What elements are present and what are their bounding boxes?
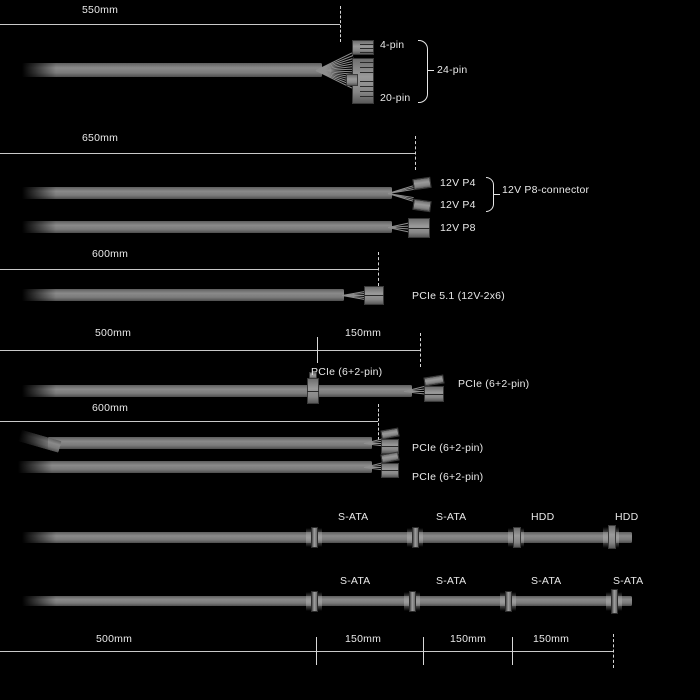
- connector-hdd-1: [513, 527, 521, 548]
- pin-line: [360, 96, 374, 97]
- dimension-tick-600a: [378, 252, 379, 286]
- pin-line: [360, 67, 374, 68]
- dimension-label-150d: 150mm: [533, 633, 570, 645]
- dimension-label-550: 550mm: [82, 4, 119, 16]
- pin-line: [364, 295, 384, 296]
- pin-line: [307, 391, 319, 392]
- connector-12v-p4-top: [412, 176, 432, 191]
- dimension-line-550: [0, 24, 340, 25]
- cable-sata-quad: [22, 596, 632, 606]
- dimension-label-150b: 150mm: [345, 633, 382, 645]
- connector-sata-4: [409, 591, 416, 612]
- label-pcie-dual-a: PCIe (6+2-pin): [412, 442, 484, 454]
- dimension-label-150c: 150mm: [450, 633, 487, 645]
- dimension-tick-650: [415, 136, 416, 170]
- dimension-label-500b: 500mm: [96, 633, 133, 645]
- dimension-label-150a: 150mm: [345, 327, 382, 339]
- dimension-tick-150c: [512, 637, 513, 665]
- cable-pcie-daisy: [22, 385, 412, 397]
- label-4-pin: 4-pin: [380, 39, 405, 51]
- label-sata-4: S-ATA: [436, 575, 467, 587]
- pin-line: [360, 81, 374, 82]
- cable-pcie-dual-a-bend: [17, 429, 62, 453]
- label-sata-6: S-ATA: [613, 575, 644, 587]
- label-pcie-mid: PCIe (6+2-pin): [311, 366, 383, 378]
- cable-pcie-dual-b: [18, 461, 372, 473]
- dimension-line-650: [0, 153, 415, 154]
- brace-24-pin-pointer: [428, 70, 434, 72]
- connector-12v-p4-bottom: [412, 198, 432, 213]
- cable-atx-24pin: [22, 63, 322, 77]
- dimension-line-600a: [0, 269, 378, 270]
- pin-line: [424, 394, 444, 395]
- pin-line: [360, 86, 374, 87]
- dimension-line-600b: [0, 421, 378, 422]
- label-12v-p8-connector: 12V P8-connector: [502, 184, 590, 196]
- label-pcie-dual-b: PCIe (6+2-pin): [412, 471, 484, 483]
- pin-line: [360, 62, 374, 63]
- dimension-tick-600b: [378, 404, 379, 440]
- dimension-line-bottom: [0, 651, 613, 652]
- brace-12v-p8: [486, 177, 494, 212]
- label-pcie-51: PCIe 5.1 (12V-2x6): [412, 290, 505, 302]
- label-hdd-1: HDD: [531, 511, 555, 523]
- brace-24-pin: [418, 40, 428, 103]
- connector-pcie-dual-a-top: [380, 427, 400, 440]
- connector-sata-1: [311, 527, 318, 548]
- connector-sata-5: [505, 591, 512, 612]
- connector-sata-2: [412, 527, 419, 548]
- label-12v-p4-top: 12V P4: [440, 177, 476, 189]
- label-sata-1: S-ATA: [338, 511, 369, 523]
- dimension-line-500a: [0, 350, 420, 351]
- dimension-tick-500b: [316, 637, 317, 665]
- connector-hdd-2: [608, 525, 616, 549]
- pin-line: [381, 446, 399, 447]
- cable-sata-hdd: [22, 532, 632, 543]
- pin-line: [360, 44, 374, 45]
- pin-line: [360, 48, 374, 49]
- connector-sata-3: [311, 591, 318, 612]
- pin-line: [360, 91, 374, 92]
- pin-line: [381, 470, 399, 471]
- connector-sata-6: [611, 589, 618, 614]
- dimension-label-600a: 600mm: [92, 248, 129, 260]
- label-20-pin: 20-pin: [380, 92, 411, 104]
- connector-20-pin-latch: [346, 74, 358, 86]
- dimension-label-600b: 600mm: [92, 402, 129, 414]
- dimension-tick-550: [340, 6, 341, 42]
- label-24-pin: 24-pin: [437, 64, 468, 76]
- connector-pcie-dual-b-top: [380, 451, 400, 464]
- pin-line: [360, 52, 374, 53]
- label-sata-2: S-ATA: [436, 511, 467, 523]
- cable-cpu-single: [22, 221, 392, 233]
- cable-cpu-split: [22, 187, 392, 199]
- cable-pcie-51: [22, 289, 344, 301]
- dimension-label-500a: 500mm: [95, 327, 132, 339]
- brace-12v-p8-pointer: [494, 194, 500, 196]
- dimension-tick-150a: [420, 333, 421, 367]
- dimension-tick-150d: [613, 634, 614, 668]
- label-hdd-2: HDD: [615, 511, 639, 523]
- pin-line: [408, 228, 430, 229]
- dimension-tick-150b: [423, 637, 424, 665]
- label-12v-p4-bottom: 12V P4: [440, 199, 476, 211]
- pin-line: [360, 72, 374, 73]
- label-12v-p8: 12V P8: [440, 222, 476, 234]
- connector-pcie-mid-latch: [309, 372, 317, 379]
- dimension-label-650: 650mm: [82, 132, 119, 144]
- label-pcie-daisy-end: PCIe (6+2-pin): [458, 378, 530, 390]
- connector-4-pin: [352, 40, 374, 55]
- dimension-tick-500a: [317, 337, 318, 363]
- label-sata-3: S-ATA: [340, 575, 371, 587]
- label-sata-5: S-ATA: [531, 575, 562, 587]
- connector-pcie-daisy-end-top: [423, 374, 445, 387]
- cable-pcie-dual-a: [48, 437, 372, 449]
